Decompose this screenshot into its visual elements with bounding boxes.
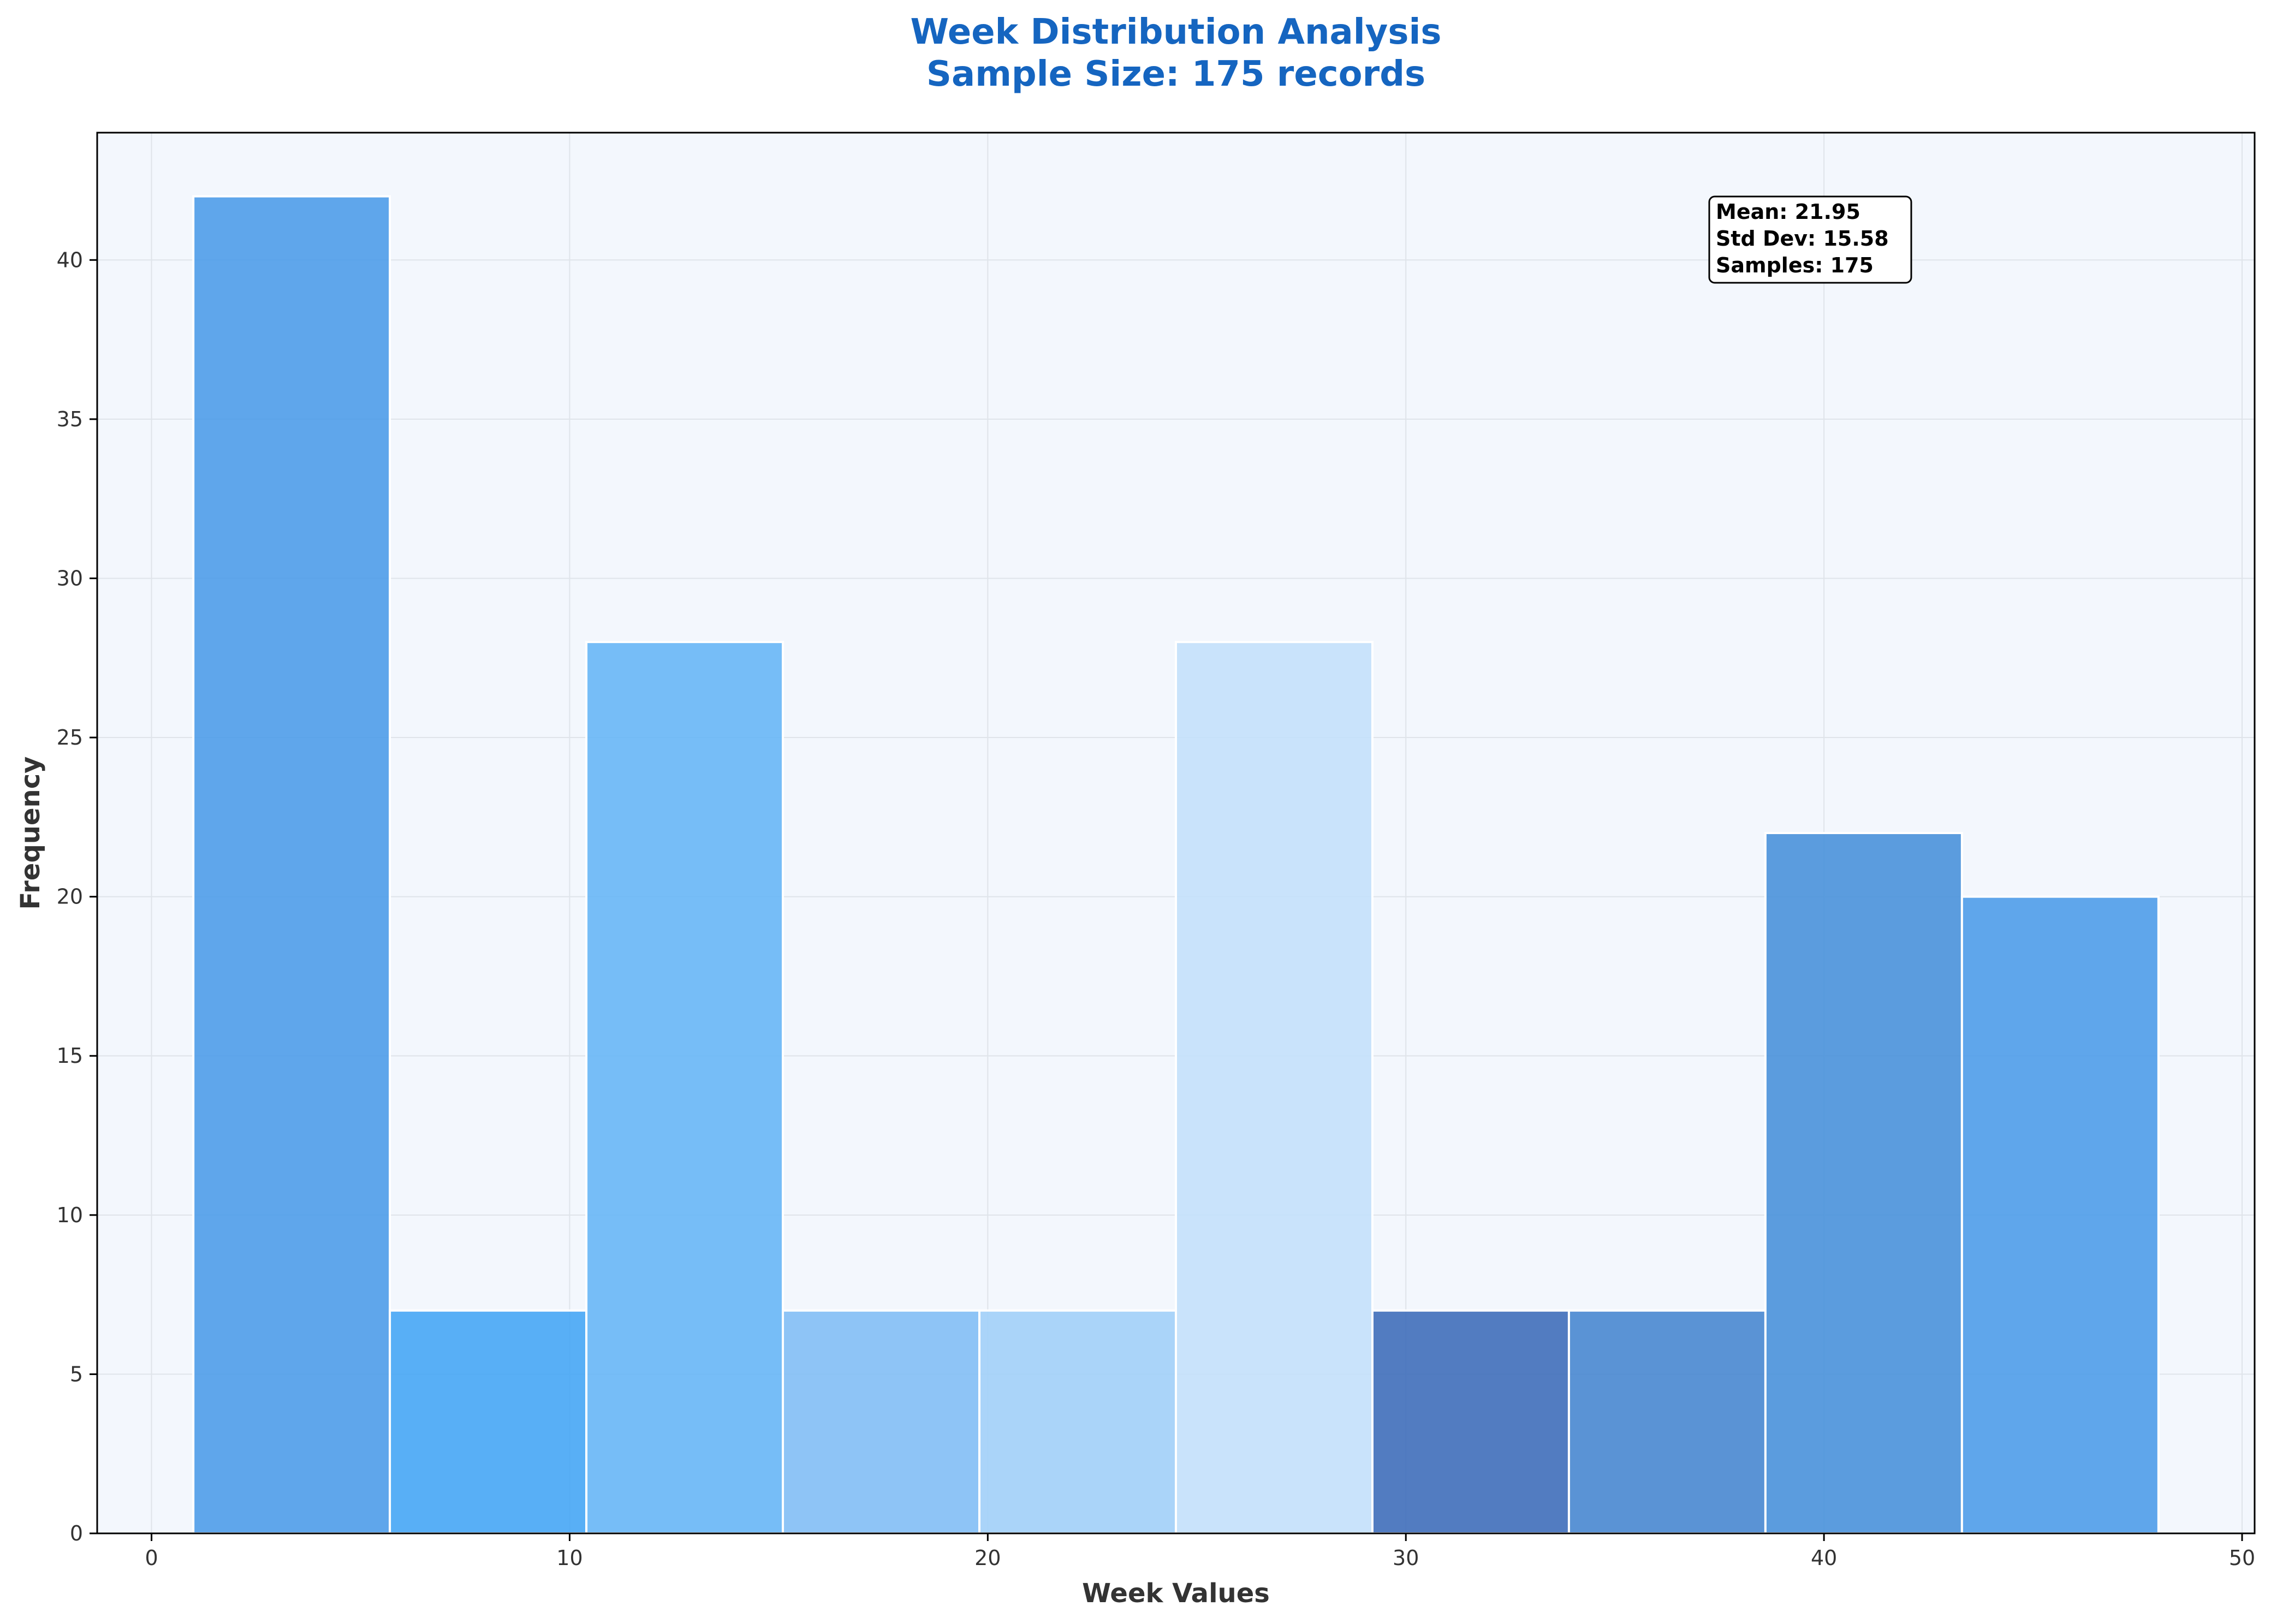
stats-box: Mean: 21.95 Std Dev: 15.58 Samples: 175 bbox=[1708, 195, 1912, 284]
y-axis-label: Frequency bbox=[15, 757, 46, 910]
histogram-bar bbox=[389, 1309, 588, 1534]
y-tick-label: 0 bbox=[70, 1521, 83, 1545]
histogram-bar bbox=[1371, 1309, 1570, 1534]
stats-mean: Mean: 21.95 bbox=[1716, 200, 1860, 224]
y-tick-label: 40 bbox=[57, 248, 83, 272]
y-tick-label: 5 bbox=[70, 1362, 83, 1386]
histogram-bar bbox=[192, 195, 391, 1534]
y-tick-label: 30 bbox=[57, 566, 83, 590]
x-tick-label: 50 bbox=[2229, 1546, 2255, 1570]
y-tick-label: 10 bbox=[57, 1203, 83, 1227]
x-axis-ticks: 0 10 20 30 40 50 bbox=[145, 1533, 2255, 1570]
histogram-bar bbox=[1567, 1309, 1767, 1534]
histogram-bar bbox=[1960, 895, 2160, 1534]
y-tick-label: 20 bbox=[57, 885, 83, 909]
x-tick-label: 10 bbox=[556, 1546, 582, 1570]
plot-frame bbox=[96, 132, 2256, 1534]
chart-title: Week Distribution Analysis bbox=[911, 12, 1442, 52]
x-axis-label: Week Values bbox=[1082, 1578, 1270, 1609]
x-tick-label: 0 bbox=[145, 1546, 158, 1570]
x-tick-label: 30 bbox=[1393, 1546, 1419, 1570]
histogram-bar bbox=[782, 1309, 981, 1534]
y-tick-label: 35 bbox=[57, 407, 83, 431]
y-tick-label: 25 bbox=[57, 725, 83, 749]
y-axis-ticks: 0 5 10 15 20 25 30 35 40 bbox=[57, 248, 97, 1545]
histogram-bar bbox=[1175, 641, 1374, 1534]
histogram-bars bbox=[192, 195, 2160, 1534]
stats-box-frame bbox=[1708, 195, 1912, 284]
histogram-bar bbox=[978, 1309, 1177, 1534]
histogram-bar bbox=[585, 641, 784, 1534]
chart-subtitle: Sample Size: 175 records bbox=[926, 54, 1425, 94]
y-tick-label: 15 bbox=[57, 1044, 83, 1068]
x-tick-label: 20 bbox=[974, 1546, 1001, 1570]
histogram-bar bbox=[1764, 832, 1963, 1534]
x-tick-label: 40 bbox=[1811, 1546, 1837, 1570]
stats-samples: Samples: 175 bbox=[1716, 253, 1874, 277]
stats-std-dev: Std Dev: 15.58 bbox=[1716, 227, 1889, 251]
